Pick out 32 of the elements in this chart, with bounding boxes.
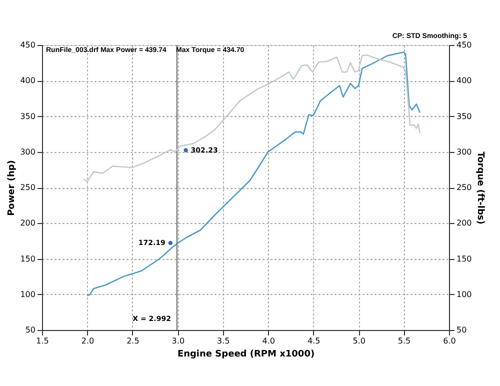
y2-tick-label: 300 <box>456 147 472 156</box>
y2-tick-label: 50 <box>456 326 467 334</box>
y2-tick-label: 200 <box>456 218 472 228</box>
y-tick-label: 400 <box>20 76 36 86</box>
y2-tick-label: 100 <box>456 290 472 299</box>
x-tick-label: 2.5 <box>126 336 140 346</box>
y2-axis-title: Torque (ft-lbs) <box>474 152 485 224</box>
x-tick-label: 3.0 <box>172 336 185 346</box>
x-tick-label: 5.0 <box>352 336 366 346</box>
x-tick-label: 6.0 <box>443 336 456 346</box>
y2-tick-label: 450 <box>456 40 472 50</box>
x-tick-label: 4.5 <box>307 336 320 346</box>
y2-tick-label: 400 <box>456 76 472 86</box>
x-tick-label: 5.5 <box>398 336 411 346</box>
y-tick-label: 200 <box>20 218 36 228</box>
x-axis-title: Engine Speed (RPM x1000) <box>177 350 315 360</box>
y2-tick-label: 350 <box>456 112 472 121</box>
y-tick-label: 100 <box>20 290 36 299</box>
y-axis-title: Power (hp) <box>7 160 18 216</box>
y-tick-label: 250 <box>20 183 36 192</box>
x-tick-label: 4.0 <box>262 336 275 346</box>
x-tick-label: 3.5 <box>217 336 230 346</box>
y2-tick-label: 150 <box>456 254 472 264</box>
y-tick-label: 150 <box>20 254 36 264</box>
y-tick-label: 300 <box>20 147 36 156</box>
x-tick-label: 2.0 <box>81 336 94 346</box>
y-tick-label: 450 <box>20 40 36 50</box>
line-series <box>82 54 421 182</box>
y-tick-label: 50 <box>25 326 36 334</box>
y2-tick-label: 250 <box>456 183 472 192</box>
y-tick-label: 350 <box>20 112 36 121</box>
x-tick-label: 1.5 <box>36 336 49 346</box>
